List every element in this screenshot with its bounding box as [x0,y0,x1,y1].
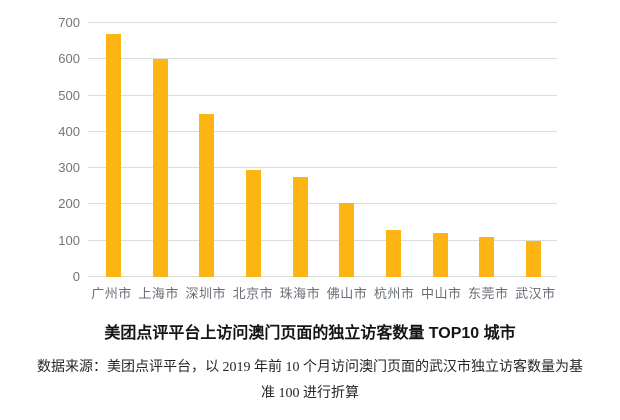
y-tick-label-100: 100 [58,232,80,248]
gridline-700 [88,22,557,23]
y-tick-label-600: 600 [58,51,80,67]
x-tick-label-北京市: 北京市 [232,286,274,301]
bar-广州市 [105,33,121,277]
bar-珠海市 [292,177,308,277]
bar-slot-4 [230,169,277,277]
bar-中山市 [432,233,448,277]
x-tick-label-深圳市: 深圳市 [185,286,226,301]
source-note: 数据来源：美团点评平台，以 2019 年前 10 个月访问澳门页面的武汉市独立访… [0,355,620,407]
gridline-300 [88,167,557,169]
bar-上海市 [152,59,168,277]
x-tick-label-杭州市: 杭州市 [373,286,415,301]
gridline-200 [88,203,557,205]
y-tick-label-300: 300 [58,160,80,176]
gridline-600 [88,58,557,60]
x-axis-labels: 广州市 上海市 深圳市 北京市 珠海市 佛山市 杭州市 中山市 东莞市 武汉市 [88,283,559,302]
bar-slot-10 [510,240,557,277]
y-axis-labels: 0 100 200 300 400 500 600 700 [0,15,80,284]
y-tick-label-0: 0 [72,269,80,284]
x-tick-label-武汉市: 武汉市 [515,286,556,301]
gridline-100 [88,239,557,241]
bar-slot-7 [370,229,417,277]
plot-area [88,22,557,277]
y-tick-label-400: 400 [58,123,80,139]
gridline-500 [88,94,557,96]
x-tick-label-上海市: 上海市 [138,286,179,301]
chart-title: 美团点评平台上访问澳门页面的独立访客数量 TOP10 城市 [104,325,516,342]
bar-slot-8 [417,233,464,277]
bar-slot-2 [137,59,184,277]
bar-slot-1 [90,33,137,277]
bar-slot-5 [277,177,324,277]
bar-slot-6 [324,202,371,277]
x-tick-label-佛山市: 佛山市 [326,286,368,301]
y-tick-label-200: 200 [58,196,80,212]
bar-深圳市 [199,113,215,277]
x-tick-label-东莞市: 东莞市 [468,286,509,301]
y-tick-label-700: 700 [58,15,80,30]
bars [90,23,557,277]
source-note-line2: 准 100 进行折算 [261,386,359,401]
bar-slot-3 [183,113,230,277]
bar-slot-9 [464,237,511,277]
bar-北京市 [245,169,261,277]
x-tick-label-珠海市: 珠海市 [279,286,321,301]
gridline-400 [88,130,557,132]
bar-东莞市 [479,237,495,277]
y-tick-label-500: 500 [58,87,80,103]
source-note-line1: 数据来源：美团点评平台，以 2019 年前 10 个月访问澳门页面的武汉市独立访… [37,360,583,375]
bar-杭州市 [386,229,402,277]
x-tick-label-广州市: 广州市 [91,286,132,301]
bar-武汉市 [526,240,542,277]
gridline-0 [88,276,557,277]
x-tick-label-中山市: 中山市 [420,286,462,301]
bar-佛山市 [339,202,355,277]
